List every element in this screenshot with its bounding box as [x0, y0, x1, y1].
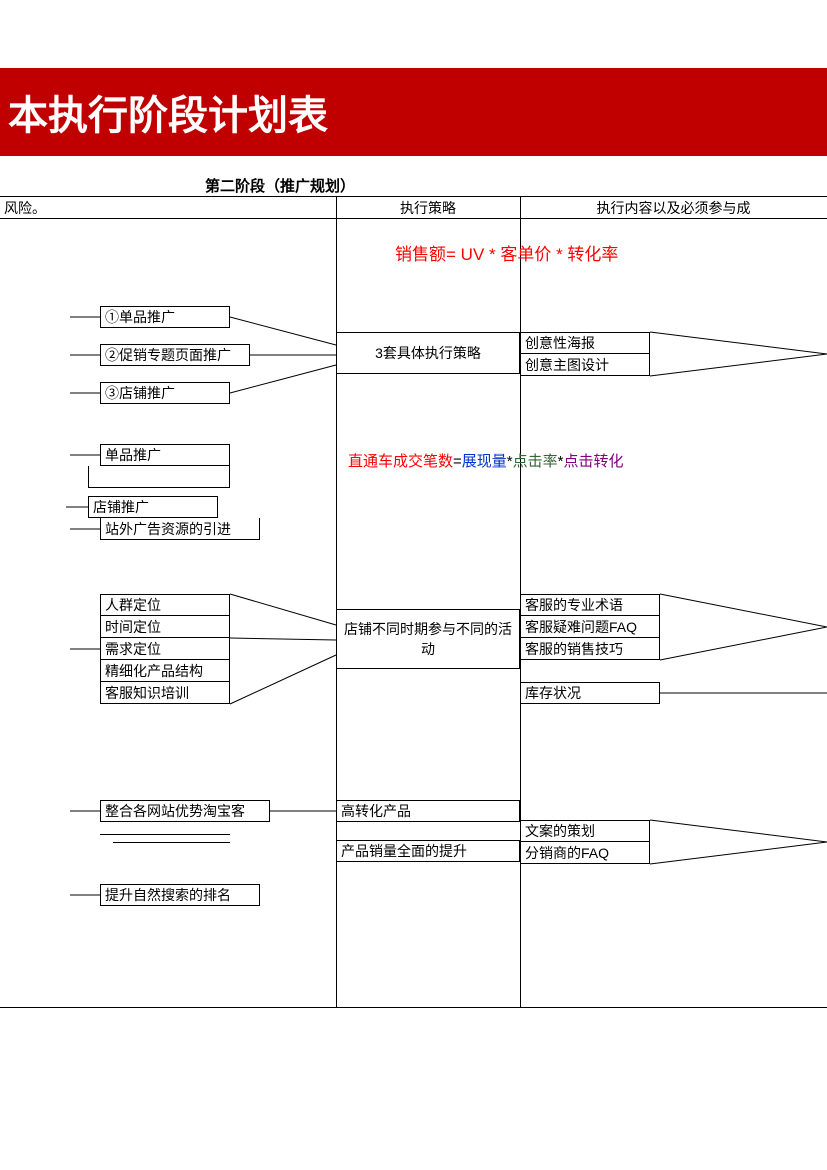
col-header-2-text: 执行策略 [400, 198, 456, 218]
left-g2-3: 站外广告资源的引进 [100, 518, 260, 540]
left-g3-1: 时间定位 [100, 616, 230, 638]
left-g1-0: ①单品推广 [100, 306, 230, 328]
mid-box-1: 3套具体执行策略 [336, 332, 520, 374]
right-g4-0: 文案的策划 [520, 820, 650, 842]
left-g3-4: 客服知识培训 [100, 682, 230, 704]
left-g2-2: 店铺推广 [88, 496, 218, 518]
right-g4-1: 分销商的FAQ [520, 842, 650, 864]
col-header-3: 执行内容以及必须参与成 [520, 197, 827, 218]
right-g3a-1: 客服疑难问题FAQ [520, 616, 660, 638]
right-g3a-2: 客服的销售技巧 [520, 638, 660, 660]
formula-ztc-p7: 点击转化 [564, 453, 624, 470]
right-g3a-0: 客服的专业术语 [520, 594, 660, 616]
right-g3b: 库存状况 [520, 682, 660, 704]
formula-sales-p1: 销售额= [395, 245, 456, 264]
mid-box-4b: 产品销量全面的提升 [336, 840, 520, 862]
col-header-1-text: 风险。 [4, 198, 46, 218]
stage-subtitle: 第二阶段（推广规划） [175, 175, 385, 196]
col-header-1: 风险。 [0, 197, 336, 218]
col-header-2: 执行策略 [336, 197, 520, 218]
left-g2-1 [88, 466, 230, 488]
page-header: 本执行阶段计划表 [0, 68, 827, 156]
formula-ztc-p3: 展现量 [462, 453, 507, 470]
left-g4-mid1 [100, 834, 230, 835]
col-header-3-text: 执行内容以及必须参与成 [597, 198, 751, 218]
mid-box-3: 店铺不同时期参与不同的活动 [336, 609, 520, 669]
formula-sales: 销售额= UV * 客单价 * 转化率 [395, 240, 618, 265]
bottom-border [0, 1007, 827, 1008]
left-g4a: 整合各网站优势淘宝客 [100, 800, 270, 822]
right-g1-1: 创意主图设计 [520, 354, 650, 376]
left-g4-mid2 [113, 842, 230, 843]
formula-sales-p3: * 客单价 [489, 245, 556, 264]
left-g3-0: 人群定位 [100, 594, 230, 616]
left-g2-0: 单品推广 [100, 444, 230, 466]
col-divider-1 [336, 196, 337, 1007]
formula-sales-p4: * 转化率 [556, 245, 618, 264]
page-title: 本执行阶段计划表 [8, 83, 328, 141]
right-g1-0: 创意性海报 [520, 332, 650, 354]
formula-ztc-p1: 直通车成交笔数 [348, 453, 453, 470]
left-g3-3: 精细化产品结构 [100, 660, 230, 682]
formula-ztc-p5: 点击率 [513, 453, 558, 470]
left-g1-2: ③店铺推广 [100, 382, 230, 404]
formula-ztc: 直通车成交笔数=展现量*点击率*点击转化 [348, 450, 624, 471]
formula-ztc-eq: = [453, 453, 462, 470]
left-g4b: 提升自然搜索的排名 [100, 884, 260, 906]
connectors [0, 0, 827, 1170]
formula-sales-p2: UV [456, 245, 489, 264]
left-g1-1: ②促销专题页面推广 [100, 344, 250, 366]
header-row-bottom [0, 218, 827, 219]
left-g3-2: 需求定位 [100, 638, 230, 660]
mid-box-4a: 高转化产品 [336, 800, 520, 822]
